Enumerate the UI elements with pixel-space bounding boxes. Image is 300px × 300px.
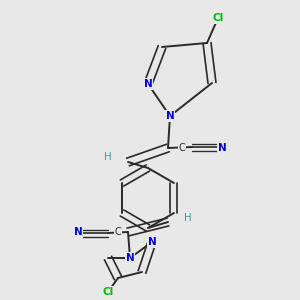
Text: N: N xyxy=(166,111,174,121)
Text: C: C xyxy=(115,227,122,237)
Text: Cl: Cl xyxy=(212,13,224,23)
Text: N: N xyxy=(126,253,134,263)
Text: N: N xyxy=(74,227,82,237)
Text: Cl: Cl xyxy=(102,287,114,297)
Text: N: N xyxy=(144,79,152,89)
Text: H: H xyxy=(104,152,112,162)
Text: H: H xyxy=(184,213,192,223)
Text: N: N xyxy=(218,143,226,153)
Text: C: C xyxy=(178,143,185,153)
Text: N: N xyxy=(148,237,156,247)
